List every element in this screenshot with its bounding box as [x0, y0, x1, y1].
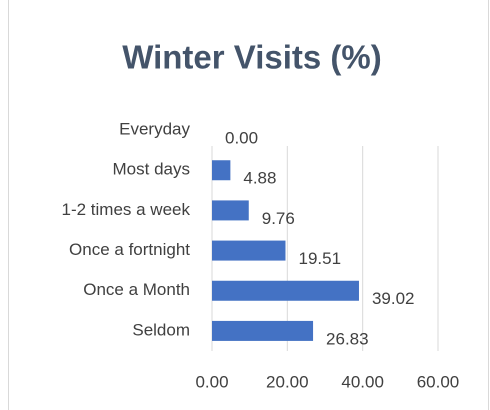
- value-label: 9.76: [262, 209, 295, 228]
- chart-title: Winter Visits (%): [122, 39, 381, 76]
- value-label: 4.88: [243, 169, 276, 188]
- y-tick-label: Seldom: [132, 320, 190, 339]
- value-label: 0.00: [225, 129, 258, 148]
- y-tick-label: 1-2 times a week: [62, 200, 191, 219]
- x-tick-label: 40.00: [341, 372, 384, 391]
- bar: [212, 240, 286, 261]
- y-tick-label: Everyday: [119, 120, 190, 139]
- value-label: 19.51: [298, 249, 341, 268]
- bar: [212, 280, 359, 301]
- y-tick-label: Most days: [113, 160, 190, 179]
- x-tick-label: 0.00: [195, 372, 228, 391]
- x-tick-label: 20.00: [266, 372, 309, 391]
- bar: [212, 200, 249, 221]
- value-label: 26.83: [326, 329, 369, 348]
- y-tick-label: Once a Month: [83, 280, 190, 299]
- value-label: 39.02: [372, 289, 415, 308]
- y-tick-label: Once a fortnight: [69, 240, 190, 259]
- x-tick-label: 60.00: [417, 372, 460, 391]
- bar: [212, 320, 314, 341]
- bar: [212, 160, 231, 181]
